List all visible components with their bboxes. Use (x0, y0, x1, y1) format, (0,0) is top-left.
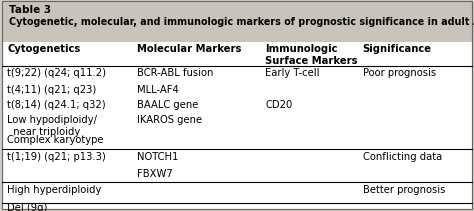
Text: t(4;11) (q21; q23): t(4;11) (q21; q23) (7, 85, 96, 95)
Text: Cytogenetics: Cytogenetics (7, 44, 81, 54)
Text: IKAROS gene: IKAROS gene (137, 115, 202, 125)
Text: CD20: CD20 (265, 100, 292, 110)
Text: Complex karyotype: Complex karyotype (7, 135, 104, 145)
Text: Low hypodiploidy/
  near triploidy: Low hypodiploidy/ near triploidy (7, 115, 97, 137)
Text: FBXW7: FBXW7 (137, 169, 173, 179)
Text: BCR-ABL fusion: BCR-ABL fusion (137, 68, 214, 78)
Text: Poor prognosis: Poor prognosis (363, 68, 436, 78)
Text: t(1;19) (q21; p13.3): t(1;19) (q21; p13.3) (7, 152, 106, 162)
Text: Molecular Markers: Molecular Markers (137, 44, 242, 54)
Text: MLL-AF4: MLL-AF4 (137, 85, 179, 95)
Text: NOTCH1: NOTCH1 (137, 152, 179, 162)
Text: Better prognosis: Better prognosis (363, 185, 445, 195)
Bar (2, 1, 472, 42)
Text: Conflicting data: Conflicting data (363, 152, 442, 162)
Text: Table 3: Table 3 (9, 5, 51, 15)
Text: Del (9q): Del (9q) (7, 203, 47, 211)
Text: BAALC gene: BAALC gene (137, 100, 199, 110)
Text: Immunologic
Surface Markers: Immunologic Surface Markers (265, 44, 358, 66)
Text: t(8;14) (q24.1; q32): t(8;14) (q24.1; q32) (7, 100, 106, 110)
Text: Cytogenetic, molecular, and immunologic markers of prognostic significance in ad: Cytogenetic, molecular, and immunologic … (9, 17, 474, 27)
Text: t(9;22) (q24; q11.2): t(9;22) (q24; q11.2) (7, 68, 106, 78)
Text: Significance: Significance (363, 44, 432, 54)
Text: Early T-cell: Early T-cell (265, 68, 320, 78)
Text: High hyperdiploidy: High hyperdiploidy (7, 185, 101, 195)
